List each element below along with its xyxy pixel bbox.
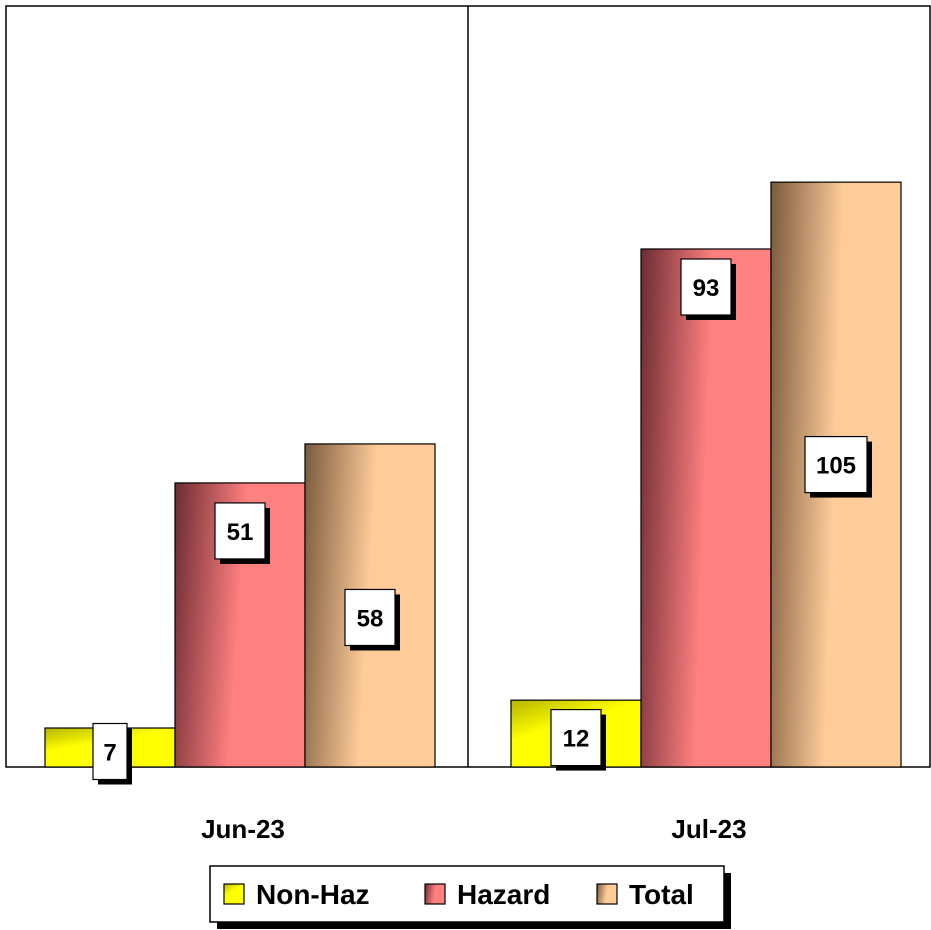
category-label-jul-23: Jul-23 <box>671 814 746 844</box>
legend-item-non-haz: Non-Haz <box>223 879 370 910</box>
data-label-text: 7 <box>103 740 116 767</box>
legend-label-total: Total <box>629 879 694 910</box>
data-label-text: 12 <box>563 726 590 753</box>
legend-swatch-total <box>596 883 618 905</box>
category-labels-group: Jun-23 Jul-23 <box>201 814 746 844</box>
legend-swatch-hazard <box>424 883 446 905</box>
category-label-jun-23: Jun-23 <box>201 814 285 844</box>
data-label-total-jul-23: 105 <box>804 435 872 498</box>
data-label-total-jun-23: 58 <box>344 588 400 651</box>
legend-item-total: Total <box>596 879 694 910</box>
data-label-text: 105 <box>816 453 856 480</box>
bars-group <box>44 181 902 768</box>
data-label-hazard-jun-23: 51 <box>214 502 270 564</box>
data-labels-group: 7 51 58 12 93 105 <box>92 258 872 785</box>
data-label-hazard-jul-23: 93 <box>680 258 736 320</box>
legend-label-hazard: Hazard <box>457 879 550 910</box>
legend-swatch-non-haz <box>223 883 245 905</box>
data-label-non-haz-jun-23: 7 <box>92 722 132 785</box>
data-label-non-haz-jul-23: 12 <box>550 708 606 771</box>
data-label-text: 93 <box>693 275 720 302</box>
data-label-text: 58 <box>357 605 384 632</box>
legend-label-non-haz: Non-Haz <box>256 879 370 910</box>
data-label-text: 51 <box>227 519 254 546</box>
legend-item-hazard: Hazard <box>424 879 550 910</box>
bar-hazard-jul-23 <box>640 248 772 768</box>
legend: Non-Haz Hazard Total <box>209 865 731 929</box>
